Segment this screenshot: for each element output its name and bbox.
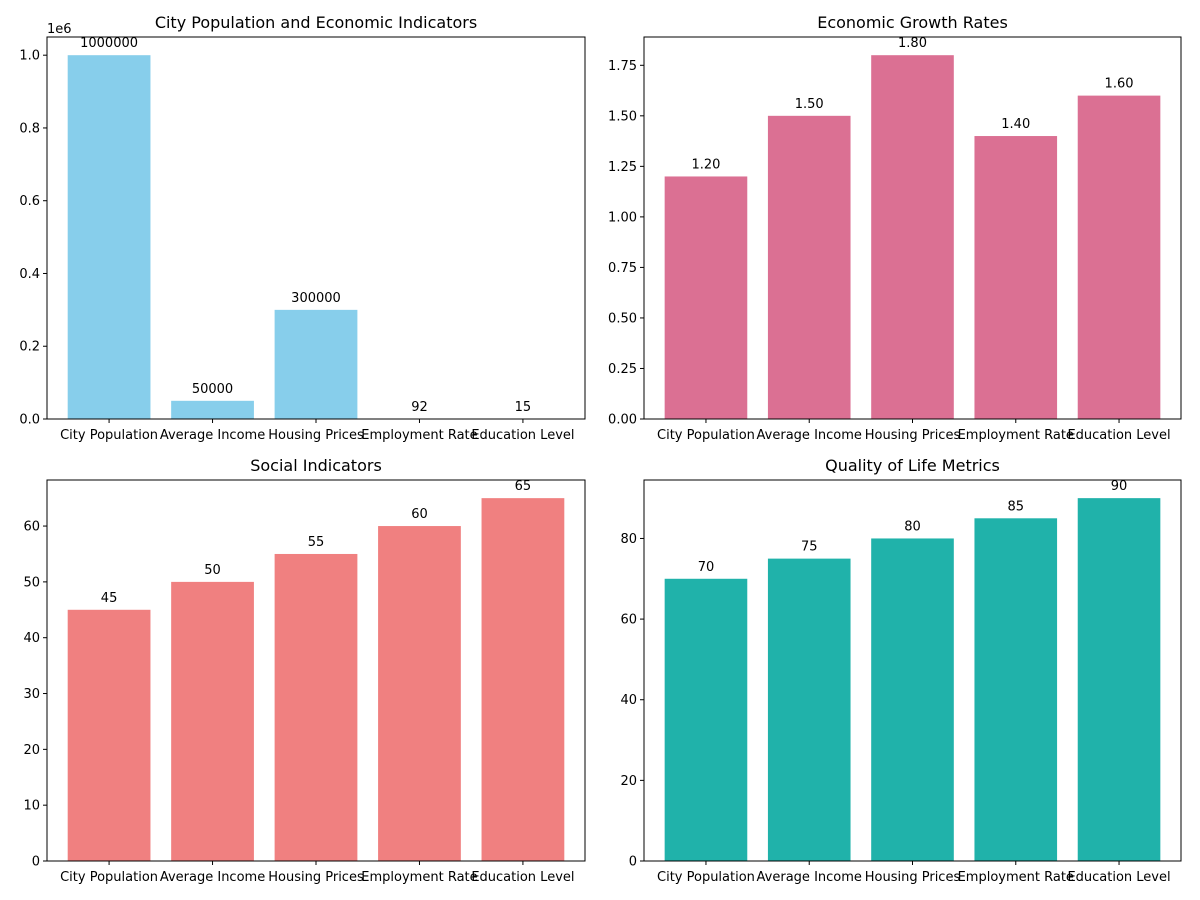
chart-panel-1: City Population and Economic Indicators 1… bbox=[19, 13, 586, 443]
bar-4 bbox=[974, 136, 1058, 419]
chart-panel-2: Economic Growth Rates 1.20 City Population… bbox=[608, 13, 1182, 443]
data-label-3: 300000 bbox=[291, 291, 341, 306]
y-tick-label-5: 0.8 bbox=[19, 121, 40, 136]
bar-5 bbox=[481, 498, 565, 861]
data-label-4: 85 bbox=[1007, 499, 1024, 514]
x-tick-label-2: Average Income bbox=[757, 870, 862, 885]
x-tick-label-3: Housing Prices bbox=[268, 428, 364, 443]
bar-2 bbox=[171, 400, 254, 419]
bar-3 bbox=[871, 538, 954, 861]
x-tick-label-4: Employment Rate bbox=[361, 428, 477, 443]
chart-title: Social Indicators bbox=[250, 456, 382, 475]
axes-frame bbox=[643, 479, 1182, 862]
data-label-1: 70 bbox=[698, 560, 715, 575]
x-tick-label-5: Education Level bbox=[471, 870, 574, 885]
bar-3 bbox=[871, 55, 954, 419]
y-tick-label-3: 0.50 bbox=[608, 311, 637, 326]
x-tick-label-3: Housing Prices bbox=[865, 428, 961, 443]
data-label-4: 1.40 bbox=[1001, 117, 1030, 132]
x-tick-label-3: Housing Prices bbox=[865, 870, 961, 885]
axes-frame bbox=[46, 479, 586, 862]
data-label-2: 75 bbox=[801, 540, 818, 555]
x-tick-label-5: Education Level bbox=[1067, 870, 1170, 885]
data-label-5: 65 bbox=[515, 479, 532, 494]
data-label-5: 90 bbox=[1111, 479, 1128, 494]
y-tick-label-5: 1.00 bbox=[608, 210, 637, 225]
y-tick-label-6: 1.25 bbox=[608, 160, 637, 175]
data-label-3: 80 bbox=[904, 519, 921, 534]
axes-frame bbox=[46, 36, 586, 420]
x-tick-label-1: City Population bbox=[657, 870, 755, 885]
y-tick-label-4: 30 bbox=[23, 687, 40, 702]
bar-4 bbox=[974, 518, 1058, 861]
y-tick-label-5: 80 bbox=[620, 532, 637, 547]
bar-5 bbox=[1077, 498, 1161, 861]
x-tick-label-5: Education Level bbox=[471, 428, 574, 443]
chart-title: Economic Growth Rates bbox=[817, 13, 1008, 32]
x-tick-label-1: City Population bbox=[657, 428, 755, 443]
x-tick-label-4: Employment Rate bbox=[958, 428, 1074, 443]
data-label-2: 50 bbox=[204, 563, 221, 578]
y-tick-label-1: 0 bbox=[629, 855, 637, 870]
y-tick-label-4: 0.75 bbox=[608, 261, 637, 276]
data-label-5: 1.60 bbox=[1105, 77, 1134, 92]
x-tick-label-2: Average Income bbox=[757, 428, 862, 443]
y-tick-label-3: 20 bbox=[23, 743, 40, 758]
y-tick-label-2: 10 bbox=[23, 799, 40, 814]
x-tick-label-3: Housing Prices bbox=[268, 870, 364, 885]
y-tick-label-2: 20 bbox=[620, 774, 637, 789]
y-tick-label-3: 40 bbox=[620, 693, 637, 708]
x-tick-label-4: Employment Rate bbox=[958, 870, 1074, 885]
bar-1 bbox=[664, 578, 748, 861]
data-label-1: 1000000 bbox=[80, 36, 138, 51]
bar-4 bbox=[378, 526, 461, 861]
y-tick-label-2: 0.25 bbox=[608, 362, 637, 377]
bar-1 bbox=[67, 55, 151, 419]
x-tick-label-5: Education Level bbox=[1067, 428, 1170, 443]
bar-2 bbox=[767, 115, 851, 420]
y-tick-label-1: 0 bbox=[32, 855, 40, 870]
y-tick-label-5: 40 bbox=[23, 631, 40, 646]
y-tick-label-6: 50 bbox=[23, 575, 40, 590]
data-label-1: 1.20 bbox=[691, 157, 720, 172]
y-tick-label-4: 0.6 bbox=[19, 194, 40, 209]
chart-panel-4: Quality of Life Metrics 70 City Population… bbox=[620, 456, 1182, 885]
y-tick-label-6: 1.0 bbox=[19, 49, 40, 64]
y-tick-label-7: 1.50 bbox=[608, 109, 637, 124]
bar-1 bbox=[67, 609, 151, 861]
bar-5 bbox=[1077, 95, 1161, 419]
y-tick-label-8: 1.75 bbox=[608, 59, 637, 74]
y-tick-label-2: 0.2 bbox=[19, 340, 40, 355]
data-label-3: 55 bbox=[308, 535, 325, 550]
chart-title: Quality of Life Metrics bbox=[825, 456, 1000, 475]
bar-1 bbox=[664, 176, 748, 419]
x-tick-label-4: Employment Rate bbox=[361, 870, 477, 885]
y-tick-label-1: 0.0 bbox=[19, 413, 40, 428]
y-offset-text: 1e6 bbox=[47, 22, 72, 37]
y-tick-label-4: 60 bbox=[620, 613, 637, 628]
x-tick-label-2: Average Income bbox=[160, 870, 265, 885]
chart-panel-3: Social Indicators 45 City Population 50 Aver… bbox=[23, 456, 586, 885]
axes-frame bbox=[643, 36, 1182, 420]
data-label-2: 1.50 bbox=[795, 97, 824, 112]
data-label-3: 1.80 bbox=[898, 36, 927, 51]
data-label-1: 45 bbox=[101, 591, 118, 606]
bar-2 bbox=[767, 558, 851, 861]
data-label-4: 92 bbox=[411, 400, 428, 415]
data-label-4: 60 bbox=[411, 507, 428, 522]
y-tick-label-3: 0.4 bbox=[19, 267, 40, 282]
data-label-2: 50000 bbox=[192, 382, 233, 397]
bar-3 bbox=[274, 309, 358, 419]
y-tick-label-1: 0.00 bbox=[608, 413, 637, 428]
x-tick-label-2: Average Income bbox=[160, 428, 265, 443]
y-tick-label-7: 60 bbox=[23, 520, 40, 535]
bar-2 bbox=[171, 581, 254, 861]
x-tick-label-1: City Population bbox=[60, 870, 158, 885]
x-tick-label-1: City Population bbox=[60, 428, 158, 443]
chart-title: City Population and Economic Indicators bbox=[155, 13, 477, 32]
bar-3 bbox=[274, 553, 358, 861]
data-label-5: 15 bbox=[515, 400, 532, 415]
